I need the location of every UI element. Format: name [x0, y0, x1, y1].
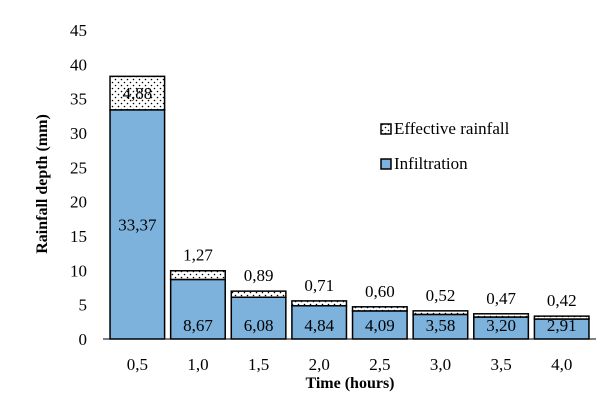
legend-label-infiltration: Infiltration — [394, 154, 468, 173]
bars-group: 33,37 4,88 8,67 1,27 6,08 0,89 4,84 0,71 4,09 0,6… — [109, 75, 590, 340]
legend-swatch-effective-rainfall — [380, 123, 392, 135]
legend-swatch-infiltration — [380, 158, 392, 170]
x-tick-label: 1,5 — [248, 355, 269, 374]
x-axis-ticks: 0,5 1,0 1,5 2,0 2,5 3,0 3,5 4,0 — [127, 355, 573, 374]
x-tick-label: 0,5 — [127, 355, 148, 374]
x-tick-label: 2,0 — [309, 355, 330, 374]
x-axis-title: Time (hours) — [305, 375, 394, 392]
x-tick-label: 3,0 — [430, 355, 451, 374]
x-tick-label: 1,0 — [187, 355, 208, 374]
data-label-infiltration: 33,37 — [118, 215, 157, 234]
y-tick-label: 15 — [70, 227, 87, 246]
data-label-effective-rainfall: 4,88 — [122, 84, 152, 103]
y-axis-ticks: 0 5 10 15 20 25 30 35 40 45 — [70, 21, 87, 349]
data-label-infiltration: 8,67 — [183, 316, 213, 335]
data-label-infiltration: 6,08 — [244, 316, 274, 335]
y-tick-label: 0 — [79, 330, 88, 349]
bar-effective-rainfall — [412, 310, 469, 316]
y-tick-label: 35 — [70, 90, 87, 109]
y-tick-label: 10 — [70, 261, 87, 280]
y-tick-label: 40 — [70, 55, 87, 74]
data-label-effective-rainfall: 0,89 — [244, 266, 274, 285]
data-label-effective-rainfall: 1,27 — [183, 246, 213, 265]
bar-infiltration — [351, 310, 408, 340]
data-label-effective-rainfall: 0,42 — [547, 291, 577, 310]
bar-infiltration — [230, 296, 287, 340]
bar-effective-rainfall — [473, 313, 530, 318]
x-tick-label: 4,0 — [551, 355, 572, 374]
legend: Effective rainfall Infiltration — [380, 119, 510, 173]
data-label-infiltration: 4,09 — [365, 316, 395, 335]
x-tick-label: 3,5 — [490, 355, 511, 374]
y-tick-label: 25 — [70, 158, 87, 177]
x-tick-label: 2,5 — [369, 355, 390, 374]
y-tick-label: 30 — [70, 124, 87, 143]
data-label-effective-rainfall: 0,47 — [486, 289, 516, 308]
y-tick-label: 5 — [79, 296, 88, 315]
bar-effective-rainfall — [291, 300, 348, 307]
data-label-infiltration: 3,20 — [486, 316, 516, 335]
data-label-effective-rainfall: 0,71 — [304, 276, 334, 295]
bar-infiltration — [109, 109, 166, 340]
y-axis-title: Rainfall depth (mm) — [34, 114, 51, 254]
data-label-effective-rainfall: 0,52 — [426, 286, 456, 305]
data-label-infiltration: 2,91 — [547, 316, 577, 335]
bar-effective-rainfall — [351, 306, 408, 312]
data-label-effective-rainfall: 0,60 — [365, 282, 395, 301]
data-label-infiltration: 4,84 — [304, 316, 334, 335]
y-tick-label: 45 — [70, 21, 87, 40]
data-label-infiltration: 3,58 — [426, 316, 456, 335]
bar-effective-rainfall — [533, 315, 590, 320]
legend-label-effective-rainfall: Effective rainfall — [394, 119, 510, 138]
y-tick-label: 20 — [70, 193, 87, 212]
bar-effective-rainfall — [109, 75, 166, 111]
bar-effective-rainfall — [230, 290, 287, 299]
bar-effective-rainfall — [169, 269, 226, 281]
